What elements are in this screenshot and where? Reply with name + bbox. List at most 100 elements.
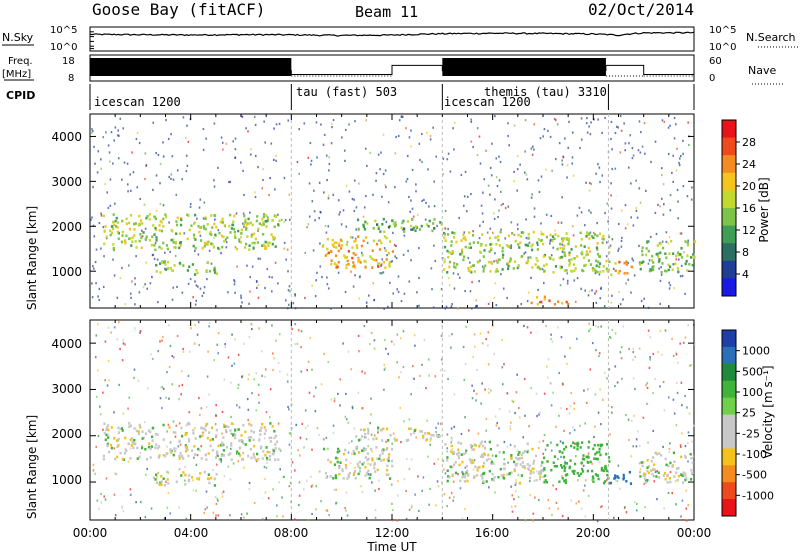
power-region-0-cell xyxy=(264,244,267,248)
power-speck xyxy=(159,182,161,185)
velocity-region-2-cell xyxy=(345,458,348,462)
velocity-speck xyxy=(351,407,354,410)
velocity-region-5-cell xyxy=(596,474,599,477)
velocity-region-2-cell xyxy=(322,447,326,451)
power-speck xyxy=(423,198,425,202)
velocity-region-0-cell xyxy=(199,435,202,438)
velocity-region-5-cell xyxy=(563,469,566,473)
power-region-4-cell xyxy=(541,242,545,246)
power-speck xyxy=(606,202,609,205)
velocity-colorbar-frame xyxy=(721,329,737,517)
power-speck xyxy=(418,246,420,250)
velocity-region-0-cell xyxy=(170,449,173,453)
velocity-region-5-cell xyxy=(572,441,575,445)
velocity-region-1-cell xyxy=(160,475,163,478)
velocity-speck xyxy=(300,370,303,373)
velocity-region-4-cell xyxy=(448,475,451,479)
velocity-region-4-cell xyxy=(479,442,482,446)
velocity-speck xyxy=(501,383,504,386)
velocity-region-1-cell xyxy=(167,481,170,485)
velocity-speck xyxy=(639,468,642,471)
power-region-5-cell xyxy=(614,269,617,273)
velocity-region-5-cell xyxy=(563,479,566,483)
velocity-speck xyxy=(333,488,336,492)
power-region-2-cell xyxy=(375,242,379,246)
velocity-speck xyxy=(294,323,297,326)
power-region-0-cell xyxy=(202,227,206,230)
power-region-4-cell xyxy=(460,250,464,254)
velocity-speck xyxy=(279,370,281,373)
power-speck xyxy=(255,286,258,289)
velocity-speck xyxy=(510,485,512,488)
velocity-region-3-cell xyxy=(412,431,416,434)
power-region-0-cell xyxy=(210,242,213,246)
power-region-0-cell xyxy=(115,216,118,220)
velocity-speck xyxy=(168,365,171,369)
power-region-4-cell xyxy=(563,251,566,254)
power-speck xyxy=(545,168,547,171)
velocity-speck xyxy=(441,324,443,327)
power-region-0-cell xyxy=(198,230,201,234)
velocity-region-1-cell xyxy=(180,474,183,477)
power-region-0-cell xyxy=(148,239,152,242)
power-speck xyxy=(659,279,662,282)
power-speck xyxy=(561,243,564,246)
velocity-speck xyxy=(473,389,475,392)
power-speck xyxy=(675,258,678,261)
power-speck xyxy=(611,167,614,171)
velocity-region-2-cell xyxy=(356,462,359,466)
velocity-region-0-cell xyxy=(150,445,153,448)
freq-tick-bottom: 8 xyxy=(68,73,74,84)
velocity-region-5-cell xyxy=(560,466,564,469)
power-region-4-cell xyxy=(565,236,569,240)
power-speck xyxy=(319,265,322,268)
power-speck xyxy=(113,139,116,142)
power-speck xyxy=(185,170,188,173)
power-speck xyxy=(266,216,269,219)
power-region-4-cell xyxy=(495,269,498,273)
power-region-1-cell xyxy=(205,269,208,272)
velocity-region-7-cell xyxy=(671,465,674,468)
power-speck xyxy=(571,131,574,134)
power-region-0-cell xyxy=(142,231,145,234)
velocity-speck xyxy=(171,383,174,386)
power-speck xyxy=(316,271,318,274)
velocity-speck xyxy=(575,502,578,505)
velocity-speck xyxy=(462,345,465,349)
velocity-speck xyxy=(440,334,443,337)
velocity-speck xyxy=(383,368,386,371)
velocity-region-7-cell xyxy=(644,481,648,484)
velocity-speck xyxy=(485,429,487,432)
power-speck xyxy=(668,281,670,284)
velocity-speck xyxy=(313,395,315,398)
velocity-region-2-cell xyxy=(382,458,385,462)
power-speck xyxy=(580,252,582,255)
power-speck xyxy=(580,138,583,141)
power-speck xyxy=(463,195,466,198)
power-speck xyxy=(330,307,332,310)
power-speck xyxy=(580,287,582,290)
power-region-0-cell xyxy=(171,229,174,233)
velocity-region-4-cell xyxy=(462,452,466,456)
power-region-4-cell xyxy=(562,238,565,242)
velocity-region-5-cell xyxy=(605,452,608,456)
power-speck xyxy=(234,137,237,140)
velocity-speck xyxy=(373,434,376,437)
velocity-speck xyxy=(412,377,415,380)
power-region-1-cell xyxy=(178,261,181,265)
power-region-1-cell xyxy=(163,260,167,263)
power-speck xyxy=(487,302,490,306)
power-speck xyxy=(624,142,627,145)
velocity-speck xyxy=(208,325,210,328)
velocity-region-0-cell xyxy=(244,430,247,434)
velocity-speck xyxy=(569,346,571,350)
velocity-speck xyxy=(437,422,440,425)
power-colorbar-tick-0: 28 xyxy=(742,136,756,149)
velocity-speck xyxy=(358,350,360,353)
velocity-region-0-cell xyxy=(197,447,200,451)
power-speck xyxy=(516,223,519,226)
velocity-region-5-cell xyxy=(564,473,568,477)
velocity-speck xyxy=(437,458,439,461)
velocity-speck xyxy=(518,406,520,410)
velocity-region-0-cell xyxy=(201,434,204,437)
